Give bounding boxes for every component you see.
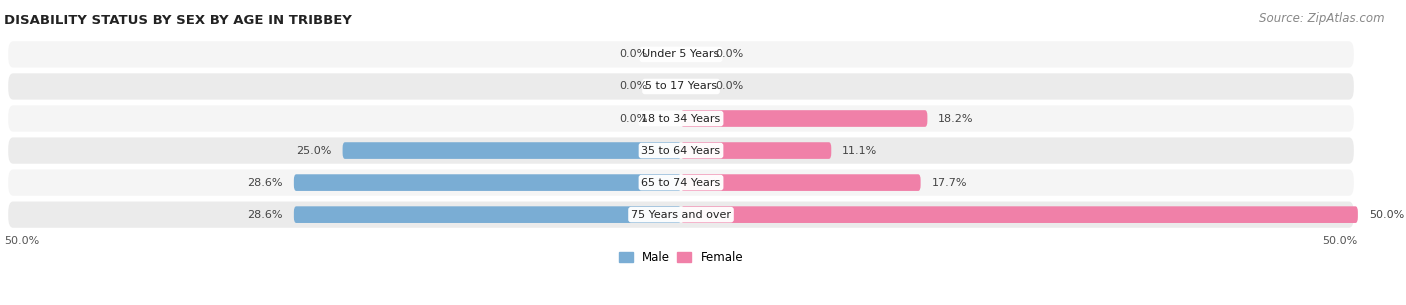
Text: 18 to 34 Years: 18 to 34 Years	[641, 113, 721, 124]
Text: 28.6%: 28.6%	[247, 178, 283, 188]
FancyBboxPatch shape	[8, 106, 1354, 132]
FancyBboxPatch shape	[8, 138, 1354, 164]
Legend: Male, Female: Male, Female	[614, 246, 748, 268]
FancyBboxPatch shape	[681, 206, 1358, 223]
Text: 0.0%: 0.0%	[619, 113, 647, 124]
Text: 5 to 17 Years: 5 to 17 Years	[645, 81, 717, 92]
FancyBboxPatch shape	[294, 206, 681, 223]
FancyBboxPatch shape	[8, 73, 1354, 100]
FancyBboxPatch shape	[8, 170, 1354, 196]
Text: 25.0%: 25.0%	[297, 145, 332, 156]
FancyBboxPatch shape	[294, 174, 681, 191]
Text: 0.0%: 0.0%	[714, 81, 744, 92]
FancyBboxPatch shape	[681, 110, 928, 127]
Text: 11.1%: 11.1%	[842, 145, 877, 156]
Text: 50.0%: 50.0%	[1323, 236, 1358, 246]
FancyBboxPatch shape	[681, 174, 921, 191]
Text: Source: ZipAtlas.com: Source: ZipAtlas.com	[1260, 12, 1385, 25]
Text: 18.2%: 18.2%	[938, 113, 974, 124]
FancyBboxPatch shape	[681, 142, 831, 159]
Text: 75 Years and over: 75 Years and over	[631, 210, 731, 220]
FancyBboxPatch shape	[8, 41, 1354, 68]
Text: 35 to 64 Years: 35 to 64 Years	[641, 145, 721, 156]
Text: 0.0%: 0.0%	[619, 49, 647, 59]
Text: 0.0%: 0.0%	[619, 81, 647, 92]
Text: 0.0%: 0.0%	[714, 49, 744, 59]
Text: 17.7%: 17.7%	[931, 178, 967, 188]
FancyBboxPatch shape	[8, 202, 1354, 228]
Text: 28.6%: 28.6%	[247, 210, 283, 220]
Text: Under 5 Years: Under 5 Years	[643, 49, 720, 59]
Text: 65 to 74 Years: 65 to 74 Years	[641, 178, 721, 188]
Text: 50.0%: 50.0%	[4, 236, 39, 246]
Text: DISABILITY STATUS BY SEX BY AGE IN TRIBBEY: DISABILITY STATUS BY SEX BY AGE IN TRIBB…	[4, 14, 352, 27]
Text: 50.0%: 50.0%	[1368, 210, 1405, 220]
FancyBboxPatch shape	[343, 142, 681, 159]
